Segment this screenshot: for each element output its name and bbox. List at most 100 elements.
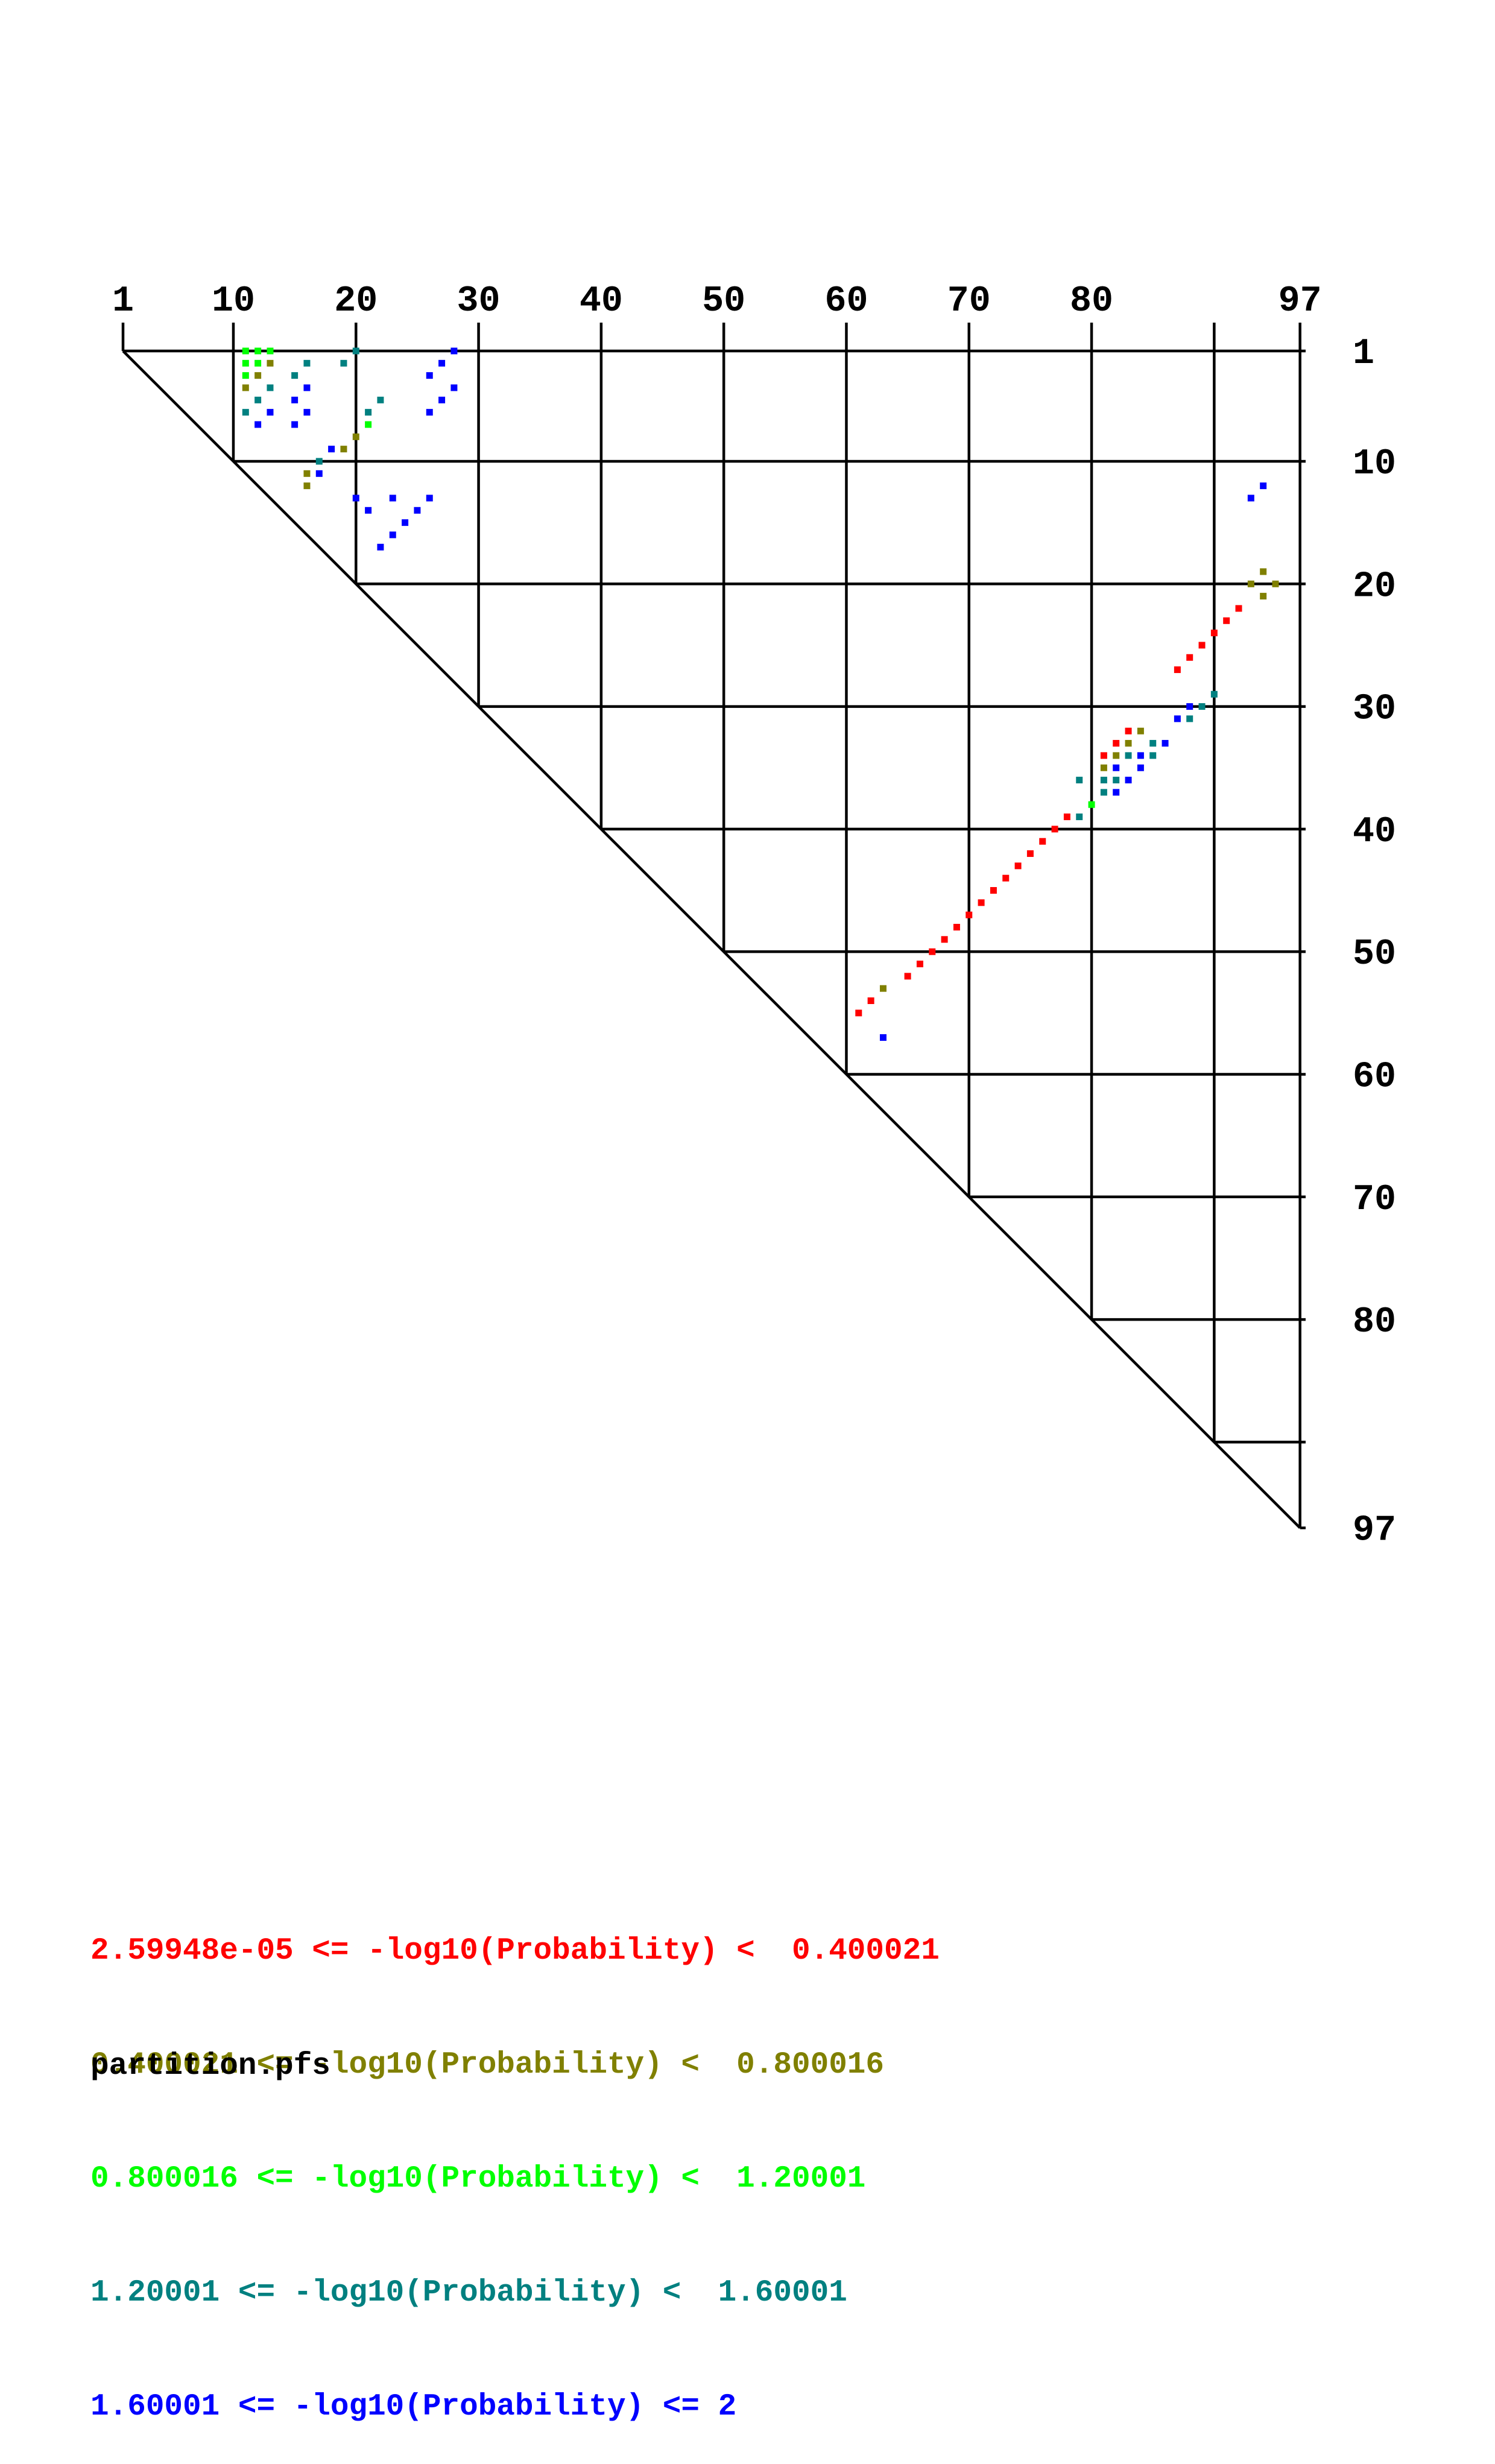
probability-point (855, 1009, 862, 1017)
probability-point (242, 347, 249, 355)
probability-point (242, 372, 249, 379)
probability-point (340, 359, 347, 367)
probability-point (1149, 740, 1157, 747)
probability-point (254, 372, 262, 379)
probability-point (1113, 764, 1120, 771)
probability-point (303, 409, 311, 416)
probability-point (267, 347, 274, 355)
probability-point (303, 384, 311, 391)
x-tick-label: 10 (212, 281, 255, 322)
probability-point (867, 997, 874, 1004)
x-tick-label: 30 (457, 281, 501, 322)
probability-point (365, 507, 372, 514)
probability-point (1125, 752, 1132, 759)
probability-point (1039, 838, 1046, 845)
x-tick-label: 20 (334, 281, 378, 322)
probability-point (879, 1034, 887, 1041)
probability-point (1186, 654, 1193, 661)
probability-point (1247, 494, 1254, 502)
x-tick-label: 97 (1278, 281, 1322, 322)
probability-point (941, 936, 948, 943)
filename-label: partition.pfs (90, 2049, 330, 2083)
x-tick-label: 80 (1070, 281, 1113, 322)
probability-point (426, 372, 433, 379)
probability-point (1260, 593, 1267, 600)
probability-point (291, 421, 299, 428)
probability-point (1210, 690, 1218, 698)
probability-point (1076, 813, 1083, 821)
probability-point (1100, 764, 1107, 771)
probability-point (365, 421, 372, 428)
probability-point (315, 458, 323, 465)
probability-point (1100, 789, 1107, 796)
probability-point (1100, 777, 1107, 784)
y-tick-label: 30 (1353, 689, 1396, 730)
probability-point (267, 384, 274, 391)
probability-point (291, 372, 299, 379)
grid-diagonal-line (122, 350, 1301, 1529)
probability-point (352, 494, 359, 502)
probability-point (438, 396, 446, 403)
y-tick-label: 20 (1353, 566, 1396, 607)
probability-point (267, 359, 274, 367)
probability-point (315, 470, 323, 477)
probability-point (328, 446, 335, 453)
y-tick-label: 50 (1353, 934, 1396, 975)
probability-point (1113, 789, 1120, 796)
probability-point (254, 421, 262, 428)
legend: 2.59948e-05 <= -log10(Probability) < 0.4… (90, 1856, 940, 2464)
probability-point (953, 924, 960, 931)
probability-point (978, 899, 985, 906)
legend-item-range-4: 1.20001 <= -log10(Probability) < 1.60001 (90, 2276, 847, 2310)
probability-point (1223, 617, 1230, 624)
probability-point (352, 433, 359, 440)
probability-point (1076, 777, 1083, 784)
dot-plot: 1 10 20 30 40 50 60 70 80 97 1 10 20 30 40 50 60 70 80 97 (112, 281, 1396, 1552)
probability-point (879, 985, 887, 992)
probability-point (929, 948, 936, 955)
probability-point (1247, 580, 1254, 587)
probability-point (254, 347, 262, 355)
probability-point (1088, 801, 1095, 808)
probability-point (242, 384, 249, 391)
x-tick-label: 40 (580, 281, 623, 322)
probability-point (1162, 740, 1169, 747)
y-tick-label: 70 (1353, 1180, 1396, 1221)
probability-point (1198, 703, 1206, 710)
x-tick-label: 70 (947, 281, 991, 322)
y-tick-label: 40 (1353, 812, 1396, 853)
probability-points (242, 347, 1279, 1041)
probability-point (1272, 580, 1279, 587)
probability-point (904, 973, 911, 980)
probability-point (1137, 764, 1144, 771)
probability-point (267, 409, 274, 416)
probability-point (254, 359, 262, 367)
probability-point (1100, 752, 1107, 759)
probability-point (414, 507, 421, 514)
plot-grid (121, 323, 1306, 1529)
probability-point (438, 359, 446, 367)
legend-item-range-5: 1.60001 <= -log10(Probability) <= 2 (90, 2390, 737, 2424)
probability-point (254, 396, 262, 403)
probability-point (340, 446, 347, 453)
probability-point (1210, 630, 1218, 637)
probability-point (1174, 715, 1181, 722)
probability-point (426, 494, 433, 502)
probability-point (1113, 752, 1120, 759)
y-tick-label: 80 (1353, 1302, 1396, 1343)
probability-point (1137, 727, 1144, 734)
probability-point (1113, 740, 1120, 747)
probability-point (426, 409, 433, 416)
x-tick-label: 1 (112, 281, 134, 322)
probability-point (1137, 752, 1144, 759)
probability-point (916, 961, 923, 967)
probability-point (1186, 715, 1193, 722)
probability-point (1051, 826, 1058, 833)
probability-point (303, 470, 311, 477)
probability-point (1198, 642, 1206, 649)
probability-point (1014, 862, 1022, 870)
probability-point (1063, 813, 1070, 821)
probability-point (377, 396, 384, 403)
probability-point (1125, 727, 1132, 734)
probability-point (242, 359, 249, 367)
